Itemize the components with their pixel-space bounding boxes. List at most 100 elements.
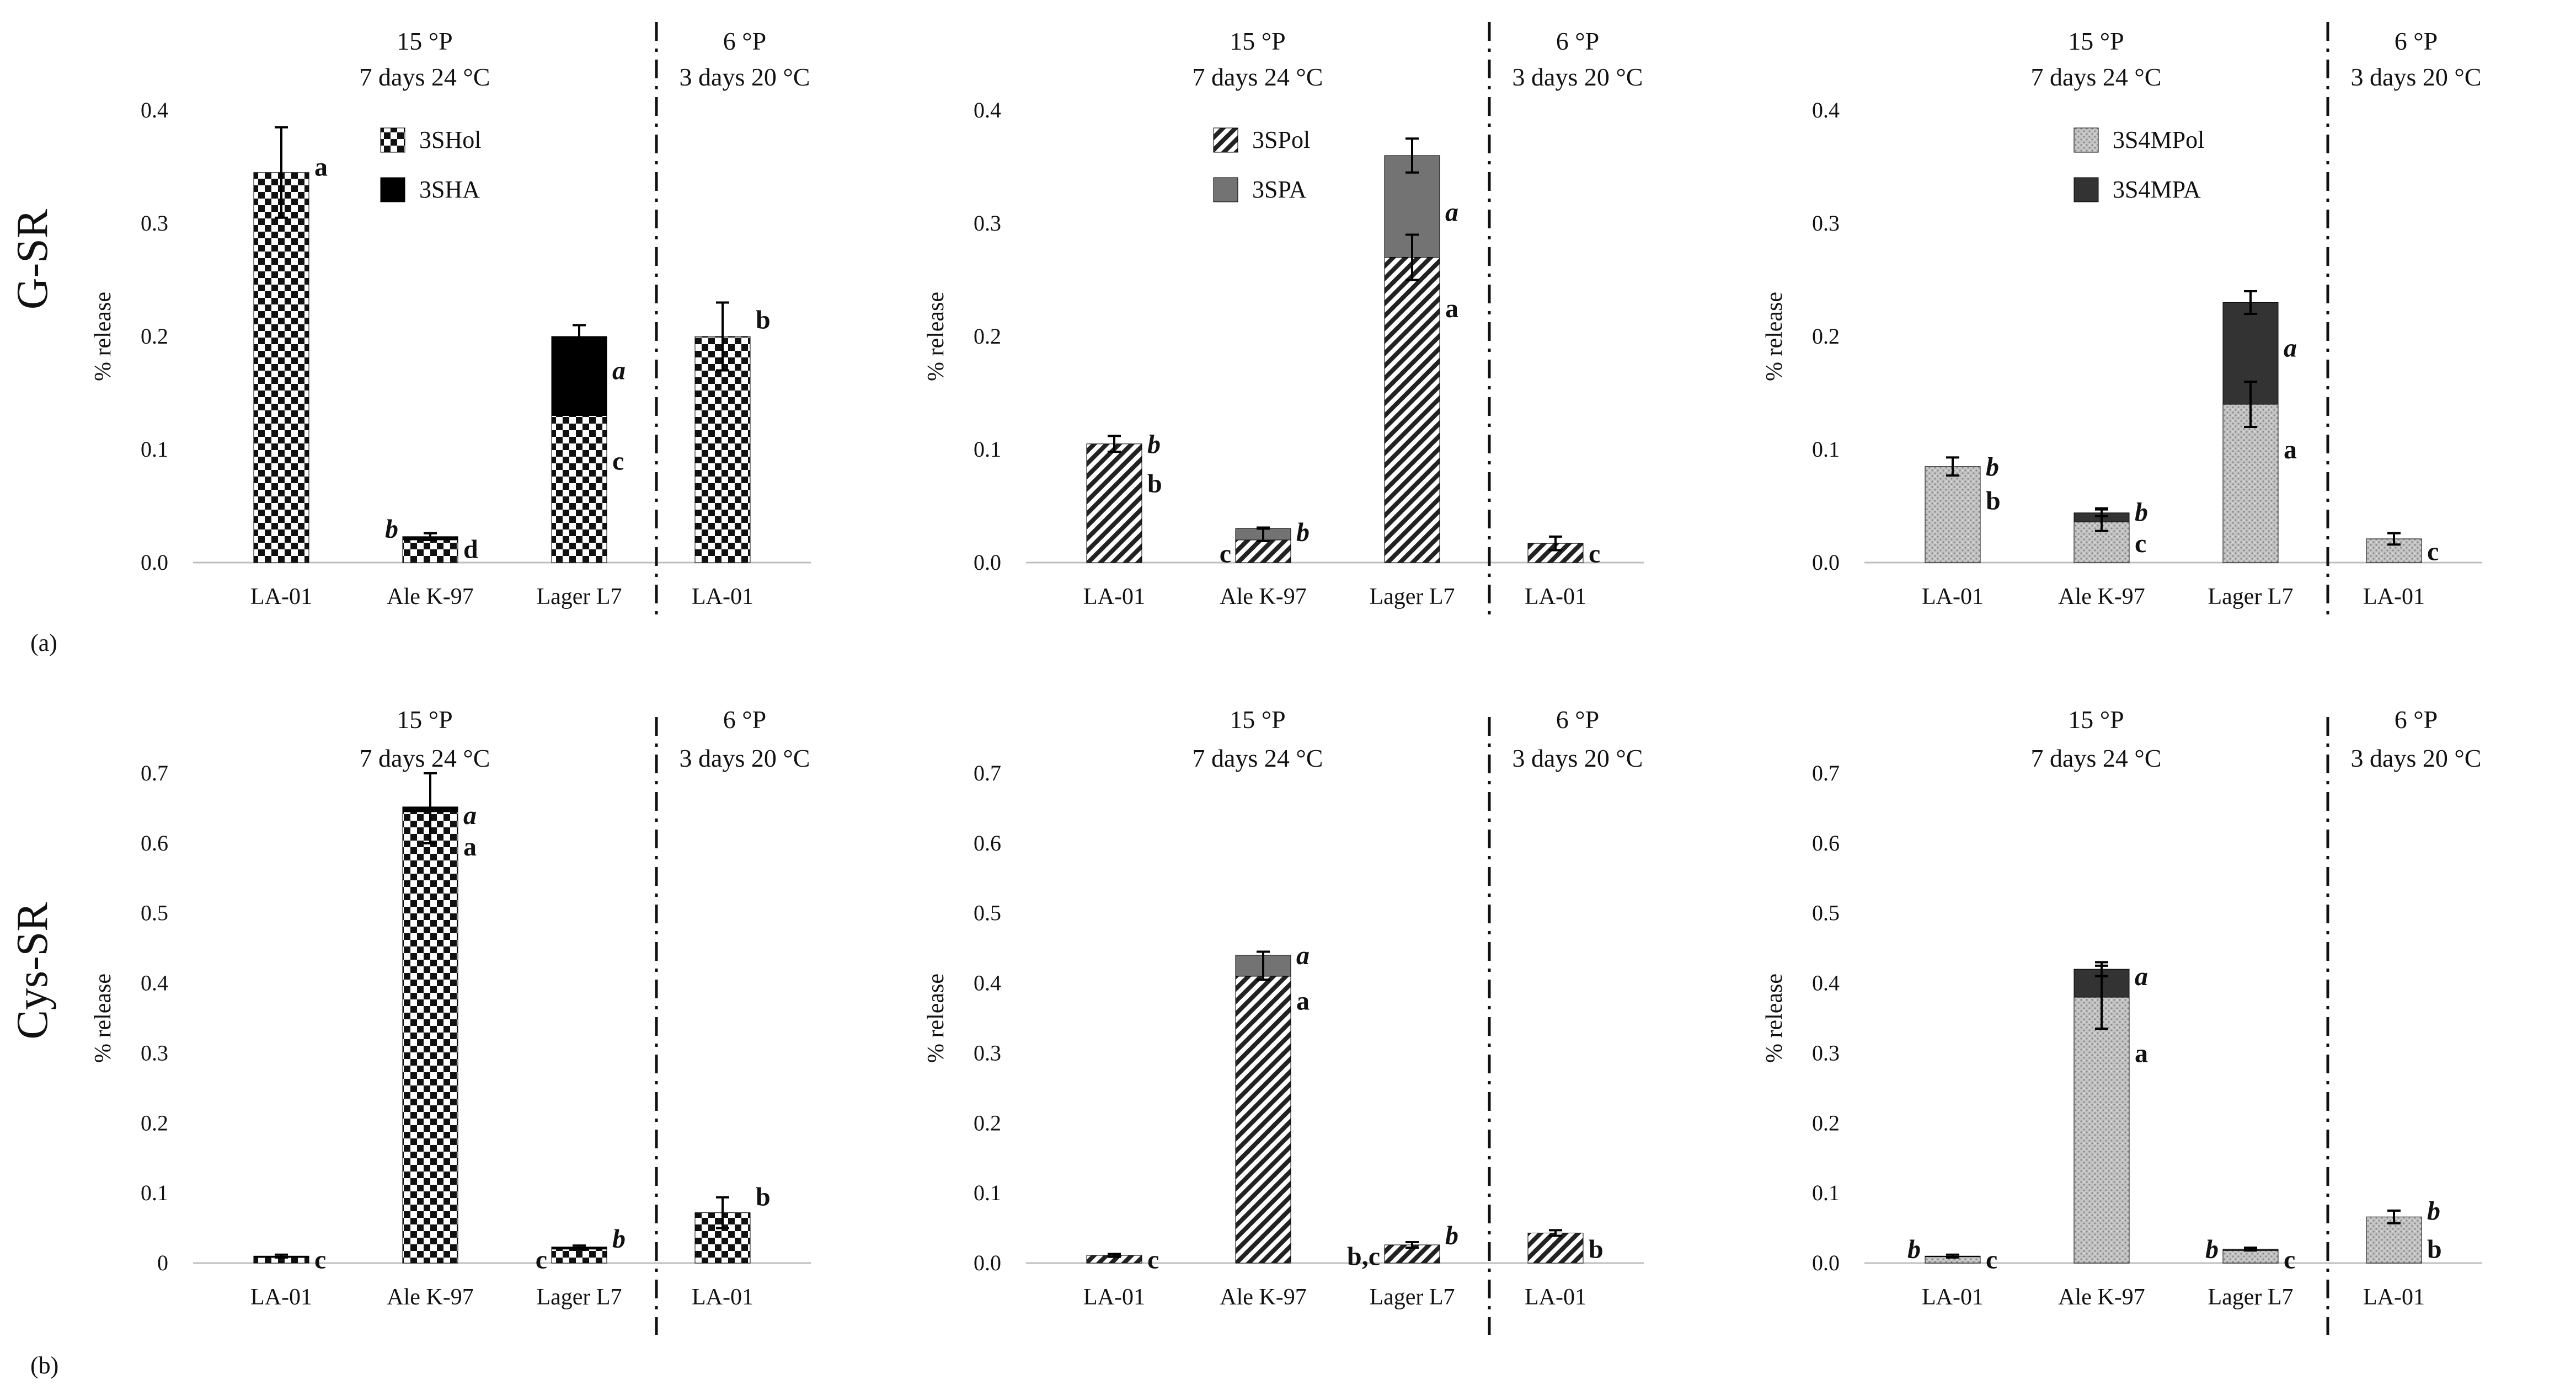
y-tick-label: 0.3 xyxy=(1812,1040,1840,1065)
x-category-label: LA-01 xyxy=(2363,1285,2425,1310)
x-category-label: Lager L7 xyxy=(536,584,622,609)
y-tick-label: 0.6 xyxy=(974,831,1001,855)
group-header-condition: 6 °P xyxy=(723,27,766,55)
y-tick-label: 0.4 xyxy=(141,98,168,122)
bar-3shol-2 xyxy=(551,1249,607,1264)
y-tick-label: 0.7 xyxy=(1812,761,1840,785)
significance-letter: a xyxy=(463,801,477,830)
x-category-label: Lager L7 xyxy=(1369,1285,1455,1310)
significance-letter: b xyxy=(1147,469,1162,499)
chart-cys-sr-3sh: 0 0.1 0.2 0.3 0.4 0.5 0.6 0.7 % release 15 °P 7 da… xyxy=(90,705,811,1335)
group-header-condition: 15 °P xyxy=(1230,705,1285,734)
chart-g-sr-3sh: 0.0 0.1 0.2 0.3 0.4 % release 15 °P 7 days 24 °… xyxy=(90,22,811,618)
bar-3s4mpol-1 xyxy=(2073,997,2130,1264)
group-header-time-temp: 3 days 20 °C xyxy=(1513,63,1643,91)
x-category-label: Ale K-97 xyxy=(1220,1285,1306,1310)
x-category-label: Ale K-97 xyxy=(1220,584,1306,609)
significance-letter: c xyxy=(1589,539,1600,569)
panel-label-a: (a) xyxy=(30,629,57,656)
y-tick-label: 0.1 xyxy=(1812,437,1840,462)
significance-letter: b,c xyxy=(1347,1242,1380,1271)
y-tick-label: 0.7 xyxy=(141,761,168,785)
bar-3sha-2 xyxy=(551,336,607,416)
x-category-label: LA-01 xyxy=(1083,1285,1145,1310)
significance-letter: c xyxy=(2427,537,2439,566)
legend-label-3sha: 3SHA xyxy=(419,176,480,203)
significance-letter: c xyxy=(314,1245,326,1275)
significance-letter: b xyxy=(2427,1235,2442,1264)
bar-3spol-0 xyxy=(1086,443,1142,563)
x-category-label: Lager L7 xyxy=(2208,1285,2293,1310)
significance-letter: b xyxy=(1589,1235,1604,1264)
group-header-time-temp: 3 days 20 °C xyxy=(680,63,810,91)
legend-swatch-3spa xyxy=(1213,177,1238,202)
y-tick-label: 0.2 xyxy=(141,324,168,349)
significance-letter: b xyxy=(2427,1196,2440,1226)
row-label-cys-sr: Cys-SR xyxy=(8,902,57,1040)
legend-swatch-3spol xyxy=(1213,127,1238,153)
row-label-g-sr: G-SR xyxy=(8,208,57,309)
group-header-time-temp: 7 days 24 °C xyxy=(2031,744,2162,772)
y-axis-label: % release xyxy=(90,974,116,1063)
significance-letter: b xyxy=(385,515,398,544)
x-category-label: LA-01 xyxy=(1525,584,1586,609)
y-axis-label: % release xyxy=(90,292,116,381)
y-tick-label: 0.4 xyxy=(974,98,1001,122)
group-header-condition: 15 °P xyxy=(397,27,452,55)
x-category-label: Lager L7 xyxy=(1369,584,1455,609)
group-header-condition: 15 °P xyxy=(397,705,452,734)
y-tick-label: 0.5 xyxy=(141,901,168,926)
group-header-time-temp: 3 days 20 °C xyxy=(680,744,810,772)
significance-letter: c xyxy=(612,447,624,476)
x-category-label: LA-01 xyxy=(692,584,753,609)
legend-swatch-3shol xyxy=(380,127,405,153)
chart-cys-sr-3sp: 0.0 0.1 0.2 0.3 0.4 0.5 0.6 0.7 % release 15 °P 7 … xyxy=(923,705,1644,1335)
group-header-condition: 6 °P xyxy=(2395,27,2438,55)
significance-letter: b xyxy=(2205,1235,2219,1264)
group-header-condition: 6 °P xyxy=(1556,705,1599,734)
significance-letter: b xyxy=(1445,1221,1458,1250)
significance-letter: a xyxy=(1296,941,1310,970)
x-category-label: LA-01 xyxy=(1922,1285,1984,1310)
x-category-label: LA-01 xyxy=(1083,584,1145,609)
group-header-condition: 15 °P xyxy=(1230,27,1285,55)
y-tick-label: 0.2 xyxy=(1812,1110,1840,1135)
x-category-label: Lager L7 xyxy=(536,1285,622,1310)
y-tick-label: 0.4 xyxy=(1812,971,1840,996)
significance-letter: a xyxy=(1445,294,1458,323)
y-tick-label: 0.3 xyxy=(141,1040,168,1065)
significance-letter: a xyxy=(314,153,328,182)
significance-letter: b xyxy=(1986,486,2001,515)
y-tick-label: 0.2 xyxy=(1812,324,1840,349)
y-tick-label: 0.3 xyxy=(974,211,1001,236)
significance-letter: a xyxy=(2284,334,2297,363)
y-tick-label: 0.0 xyxy=(1812,550,1840,575)
group-header-time-temp: 7 days 24 °C xyxy=(360,63,490,91)
group-header-time-temp: 3 days 20 °C xyxy=(2351,63,2482,91)
bar-3spol-1 xyxy=(1235,539,1291,563)
y-tick-label: 0.1 xyxy=(1812,1180,1840,1205)
group-header-time-temp: 7 days 24 °C xyxy=(1193,744,1323,772)
panel-label-b: (b) xyxy=(30,1352,58,1379)
significance-letter: b xyxy=(756,1182,771,1211)
bar-3s4mpol-2 xyxy=(2222,1250,2279,1264)
significance-letter: a xyxy=(2135,1039,2148,1068)
significance-letter: b xyxy=(1986,452,1999,482)
significance-letter: b xyxy=(2135,498,2148,527)
bar-3spol-2 xyxy=(1384,257,1440,563)
y-tick-label: 0.0 xyxy=(141,550,168,575)
chart-g-sr-3s4mp: 0.0 0.1 0.2 0.3 0.4 % release 15 °P 7 days 24 °… xyxy=(1762,22,2482,618)
group-header-time-temp: 7 days 24 °C xyxy=(2031,63,2162,91)
x-category-label: LA-01 xyxy=(2363,584,2425,609)
y-tick-label: 0.4 xyxy=(974,971,1001,996)
x-category-label: LA-01 xyxy=(692,1285,753,1310)
significance-letter: c xyxy=(1220,539,1231,569)
chart-cys-sr-3s4mp: 0.0 0.1 0.2 0.3 0.4 0.5 0.6 0.7 % release 15 °P 7 … xyxy=(1762,705,2482,1335)
x-category-label: Ale K-97 xyxy=(2058,584,2145,609)
group-header-time-temp: 3 days 20 °C xyxy=(1513,744,1643,772)
legend-label-3spa: 3SPA xyxy=(1252,176,1307,203)
group-header-time-temp: 7 days 24 °C xyxy=(360,744,490,772)
group-header-condition: 15 °P xyxy=(2068,705,2124,734)
y-tick-label: 0.0 xyxy=(974,1250,1001,1275)
